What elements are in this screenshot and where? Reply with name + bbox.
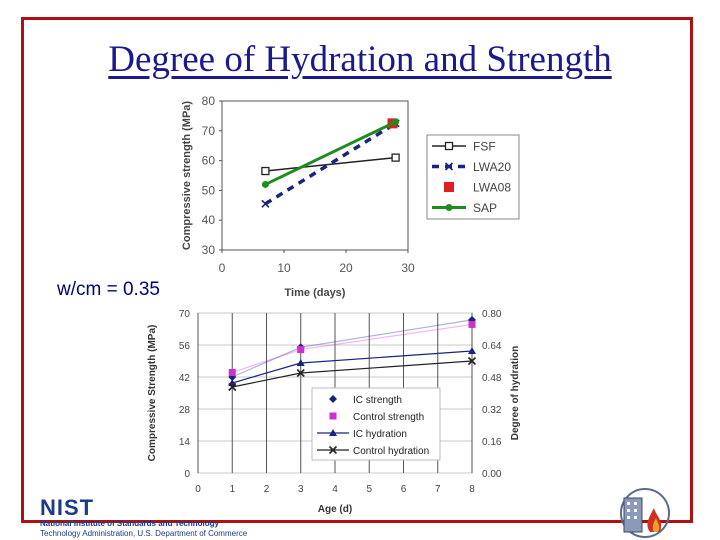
chart2-series-control-strength [228,320,476,376]
chart1-legend-marker [444,182,454,192]
nist-name: National Institute of Standards and Tech… [40,519,219,528]
nist-wordmark: NIST [40,495,95,520]
chart1-legend-label: SAP [473,201,497,215]
chart1-legend-marker [445,204,453,211]
chart1-plot-area [221,100,409,251]
chart1-ytick-label: 50 [202,183,216,197]
chart2-legend-marker [329,412,337,420]
chart2-ytick-label: 28 [179,405,191,416]
chart1-data-point [391,153,400,162]
chart2-data-point [228,382,237,392]
chart2-ytick-label: 70 [179,309,191,320]
chart2-data-point [228,368,236,376]
chart1-legend-label: LWA20 [473,160,511,174]
chart2-xtick-label: 8 [469,484,475,495]
chart2-legend-marker [328,445,338,455]
chart1-xtick-label: 10 [277,261,291,275]
chart2-xtick-label: 5 [366,484,372,495]
chart1-ytick-label: 40 [202,213,216,227]
chart1-series-fsf [261,153,400,176]
nist-logo: NIST National Institute of Standards and… [40,497,247,539]
chart2-y2tick-label: 0.48 [482,373,502,384]
chart1-ytick-label: 70 [202,124,216,138]
chart2-legend: IC strength Control strength IC hydration C… [311,387,441,461]
chart2-legend-marker [329,395,337,403]
chart1-data-point [392,118,400,126]
chart2-y2tick-label: 0.00 [482,469,502,480]
chart2-y2tick-label: 0.16 [482,437,502,448]
chart1-xtick-label: 20 [339,261,353,275]
chart1-ytick-label: 80 [202,94,216,108]
chart2-y2label: Degree of hydration [510,346,521,440]
chart1-legend-label: FSF [473,140,496,154]
chart2-series-control-hydration [228,356,477,392]
chart1-ytick-label: 30 [202,243,216,257]
chart2-xtick-label: 2 [264,484,270,495]
nist-subtitle: Technology Administration, U.S. Departme… [40,529,248,538]
chart2-ytick-label: 42 [179,373,191,384]
chart1-data-point [261,199,270,208]
chart1-series-line [265,156,396,172]
chart2-xtick-label: 1 [229,484,235,495]
chart1-legend: FSF LWA20 LWA08 SAP [426,134,520,220]
chart2-ytick-label: 0 [184,469,190,480]
chart2-xlabel: Age (d) [318,504,352,515]
chart2-y2tick-label: 0.80 [482,309,502,320]
chart2-xtick-label: 6 [401,484,407,495]
chart2-xtick-label: 4 [332,484,338,495]
chart1-legend-box [426,134,520,220]
wcm-label: w/cm = 0.35 [57,279,160,300]
chart2-data-point [297,346,305,354]
chart1-ylabel: Compressive strength (MPa) [181,101,193,250]
slide-frame [21,17,693,523]
chart2-ytick-label: 14 [179,437,191,448]
chart1-legend-label: LWA08 [473,181,511,195]
chart2-legend-marker [329,429,337,436]
chart2-data-point [468,320,476,328]
chart1-data-point [261,166,270,176]
chart2-legend-label: Control hydration [353,446,429,457]
chart2-xtick-label: 0 [195,484,201,495]
chart1-legend-marker [444,141,454,151]
chart1-xtick-label: 0 [219,261,226,275]
chart1-series-sap [261,118,400,188]
chart2-legend-label: IC hydration [353,429,407,440]
chart2-legend-label: IC strength [353,395,402,406]
chart1-data-point [261,180,269,188]
chart2-xtick-label: 7 [435,484,441,495]
chart2-legend-label: Control strength [353,412,424,423]
chart2-xtick-label: 3 [298,484,304,495]
chart1-series-line [264,120,397,186]
building-flame-emblem-icon [620,488,670,538]
chart2-data-point [296,359,305,366]
chart1-ytick-label: 60 [202,154,216,168]
chart2-ylabel: Compressive Strength (MPa) [147,325,158,462]
chart2-ytick-label: 56 [179,341,191,352]
chart2-y2tick-label: 0.32 [482,405,502,416]
chart1-xlabel: Time (days) [285,287,346,299]
chart2-y2tick-label: 0.64 [482,341,502,352]
chart1-xtick-label: 30 [401,261,415,275]
chart1-legend-marker [444,162,454,171]
chart2-data-point [467,356,477,366]
chart2-data-point [468,347,476,354]
slide-title: Degree of Hydration and Strength [108,39,612,80]
chart2-data-point [296,368,305,378]
